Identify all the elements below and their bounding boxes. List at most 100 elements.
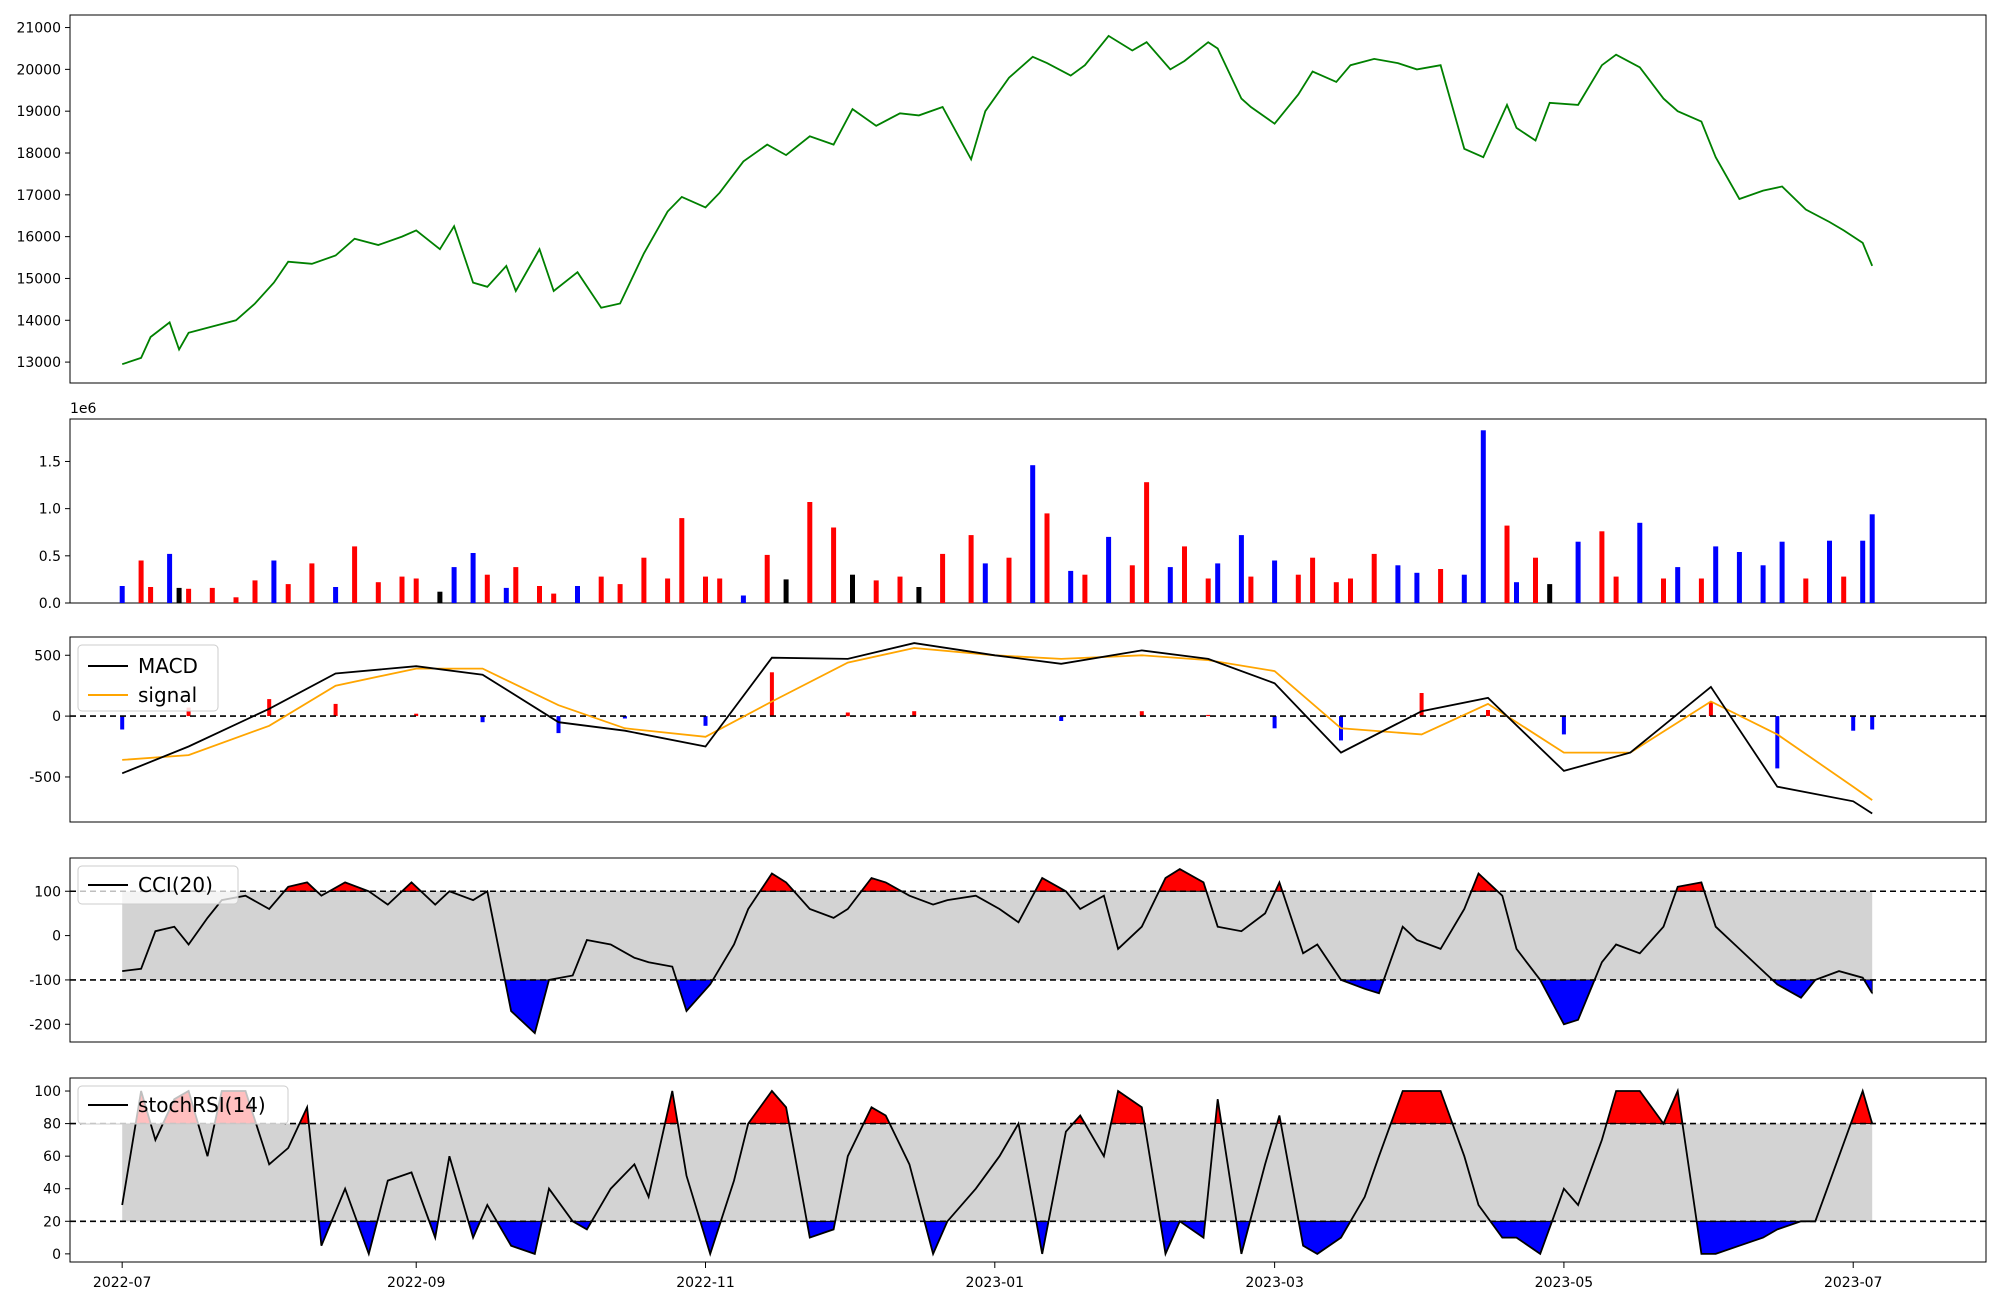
- volume-bar: [783, 579, 789, 603]
- macd-histogram-bar: [1561, 716, 1566, 735]
- signal-line: [122, 647, 1873, 801]
- macd-histogram-bar: [414, 713, 419, 717]
- y-tick-label: 1.0: [39, 502, 61, 518]
- volume-bar: [1182, 546, 1187, 603]
- volume-bar: [1533, 557, 1538, 603]
- macd-histogram-bar: [845, 712, 850, 717]
- x-tick-label: 2022-11: [676, 1275, 735, 1291]
- volume-bar: [352, 546, 358, 603]
- volume-bar: [679, 518, 685, 603]
- y-tick-label: 13000: [16, 355, 61, 371]
- volume-bar: [940, 553, 946, 603]
- volume-bar: [1461, 574, 1467, 603]
- macd-histogram-bar: [480, 716, 485, 723]
- volume-bar: [186, 588, 192, 603]
- volume-bar: [1371, 553, 1377, 603]
- volume-bar: [1841, 576, 1847, 603]
- macd-histogram-bar: [1139, 711, 1144, 717]
- volume-bar: [138, 560, 144, 603]
- volume-bar: [1044, 513, 1050, 603]
- volume-bar: [1575, 541, 1581, 603]
- macd-line: [121, 642, 1873, 815]
- legend-box: [77, 1085, 289, 1125]
- volume-bar: [1803, 578, 1809, 603]
- overbought-fill: [400, 881, 423, 892]
- price-plot-frame: [69, 14, 1987, 384]
- volume-bar: [916, 587, 922, 603]
- volume-offset-label: 1e6: [70, 401, 97, 417]
- volume-bar: [252, 580, 258, 603]
- volume-bar: [575, 586, 580, 603]
- neutral-band: [122, 891, 1873, 980]
- volume-bar: [537, 586, 542, 603]
- oversold-fill: [699, 1220, 722, 1256]
- volume-bar: [1272, 560, 1278, 603]
- volume-bar: [399, 576, 405, 603]
- volume-bar: [1869, 514, 1875, 603]
- x-tick-label: 2023-05: [1535, 1275, 1594, 1291]
- volume-bar: [1248, 576, 1254, 603]
- macd-histogram-bar: [1870, 716, 1875, 730]
- volume-bar: [1675, 567, 1681, 603]
- oversold-fill: [1539, 979, 1596, 1025]
- y-tick-label: 19000: [16, 104, 61, 120]
- y-tick-label: 60: [43, 1149, 61, 1165]
- y-tick-label: 21000: [16, 21, 61, 37]
- stochrsi-line: [121, 1087, 1874, 1258]
- oversold-fill: [1696, 1220, 1816, 1255]
- macd-histogram-bar: [1206, 714, 1211, 717]
- volume-bar: [1167, 567, 1173, 603]
- y-tick-label: -500: [29, 770, 61, 786]
- y-tick-label: 100: [34, 884, 61, 900]
- volume-bar: [764, 554, 770, 603]
- volume-bar: [285, 584, 291, 603]
- volume-bar: [1068, 570, 1074, 603]
- volume-bar: [1599, 531, 1605, 603]
- y-tick-label: 40: [43, 1182, 61, 1198]
- macd-histogram-bar: [1059, 716, 1064, 721]
- volume-bar: [1030, 465, 1036, 603]
- volume-bar: [1613, 576, 1619, 603]
- macd-histogram-bar: [1486, 710, 1490, 717]
- volume-bar: [1514, 582, 1519, 603]
- macd-histogram-bar: [267, 699, 272, 717]
- volume-bar: [167, 553, 173, 603]
- legend-label: CCI(20): [138, 873, 213, 897]
- volume-bar: [551, 593, 557, 603]
- macd-histogram-bar: [120, 716, 125, 730]
- x-tick-label: 2023-01: [966, 1275, 1025, 1291]
- x-tick-label: 2022-09: [387, 1275, 446, 1291]
- volume-bar: [148, 587, 154, 603]
- cci-line: [122, 868, 1873, 1035]
- legend-label-macd: MACD: [138, 654, 198, 678]
- macd-histogram-bar: [1272, 716, 1277, 729]
- volume-bar: [807, 502, 813, 603]
- y-tick-label: 20000: [16, 62, 61, 78]
- volume-bar: [1713, 546, 1719, 603]
- volume-bar: [1438, 569, 1444, 603]
- x-tick-label: 2023-07: [1824, 1275, 1883, 1291]
- cci-panel: -200 -100 0 100 CCI(20): [29, 857, 1987, 1043]
- volume-bar: [1238, 535, 1244, 603]
- y-tick-label: -100: [29, 973, 61, 989]
- macd-histogram-bar: [703, 716, 708, 726]
- y-tick-label: 18000: [16, 146, 61, 162]
- volume-bar: [375, 582, 381, 603]
- volume-bar: [1205, 578, 1211, 603]
- volume-bar: [119, 586, 125, 603]
- legend-label: stochRSI(14): [138, 1093, 266, 1117]
- volume-bar: [470, 553, 476, 603]
- macd-histogram-bar: [1851, 716, 1856, 731]
- price-line: [121, 34, 1874, 366]
- volume-panel: 0.0 0.5 1.0 1.5 1e6: [39, 401, 1987, 612]
- y-tick-label: 1.5: [39, 454, 61, 470]
- volume-bar: [982, 563, 988, 603]
- x-tick-label: 2022-07: [93, 1275, 152, 1291]
- volume-bar: [1504, 525, 1510, 603]
- cci-plot-frame: [69, 857, 1987, 1043]
- y-tick-label: 500: [34, 648, 61, 664]
- volume-bar: [513, 567, 519, 603]
- macd-histogram-bar: [622, 716, 627, 719]
- neutral-band: [122, 1123, 1873, 1222]
